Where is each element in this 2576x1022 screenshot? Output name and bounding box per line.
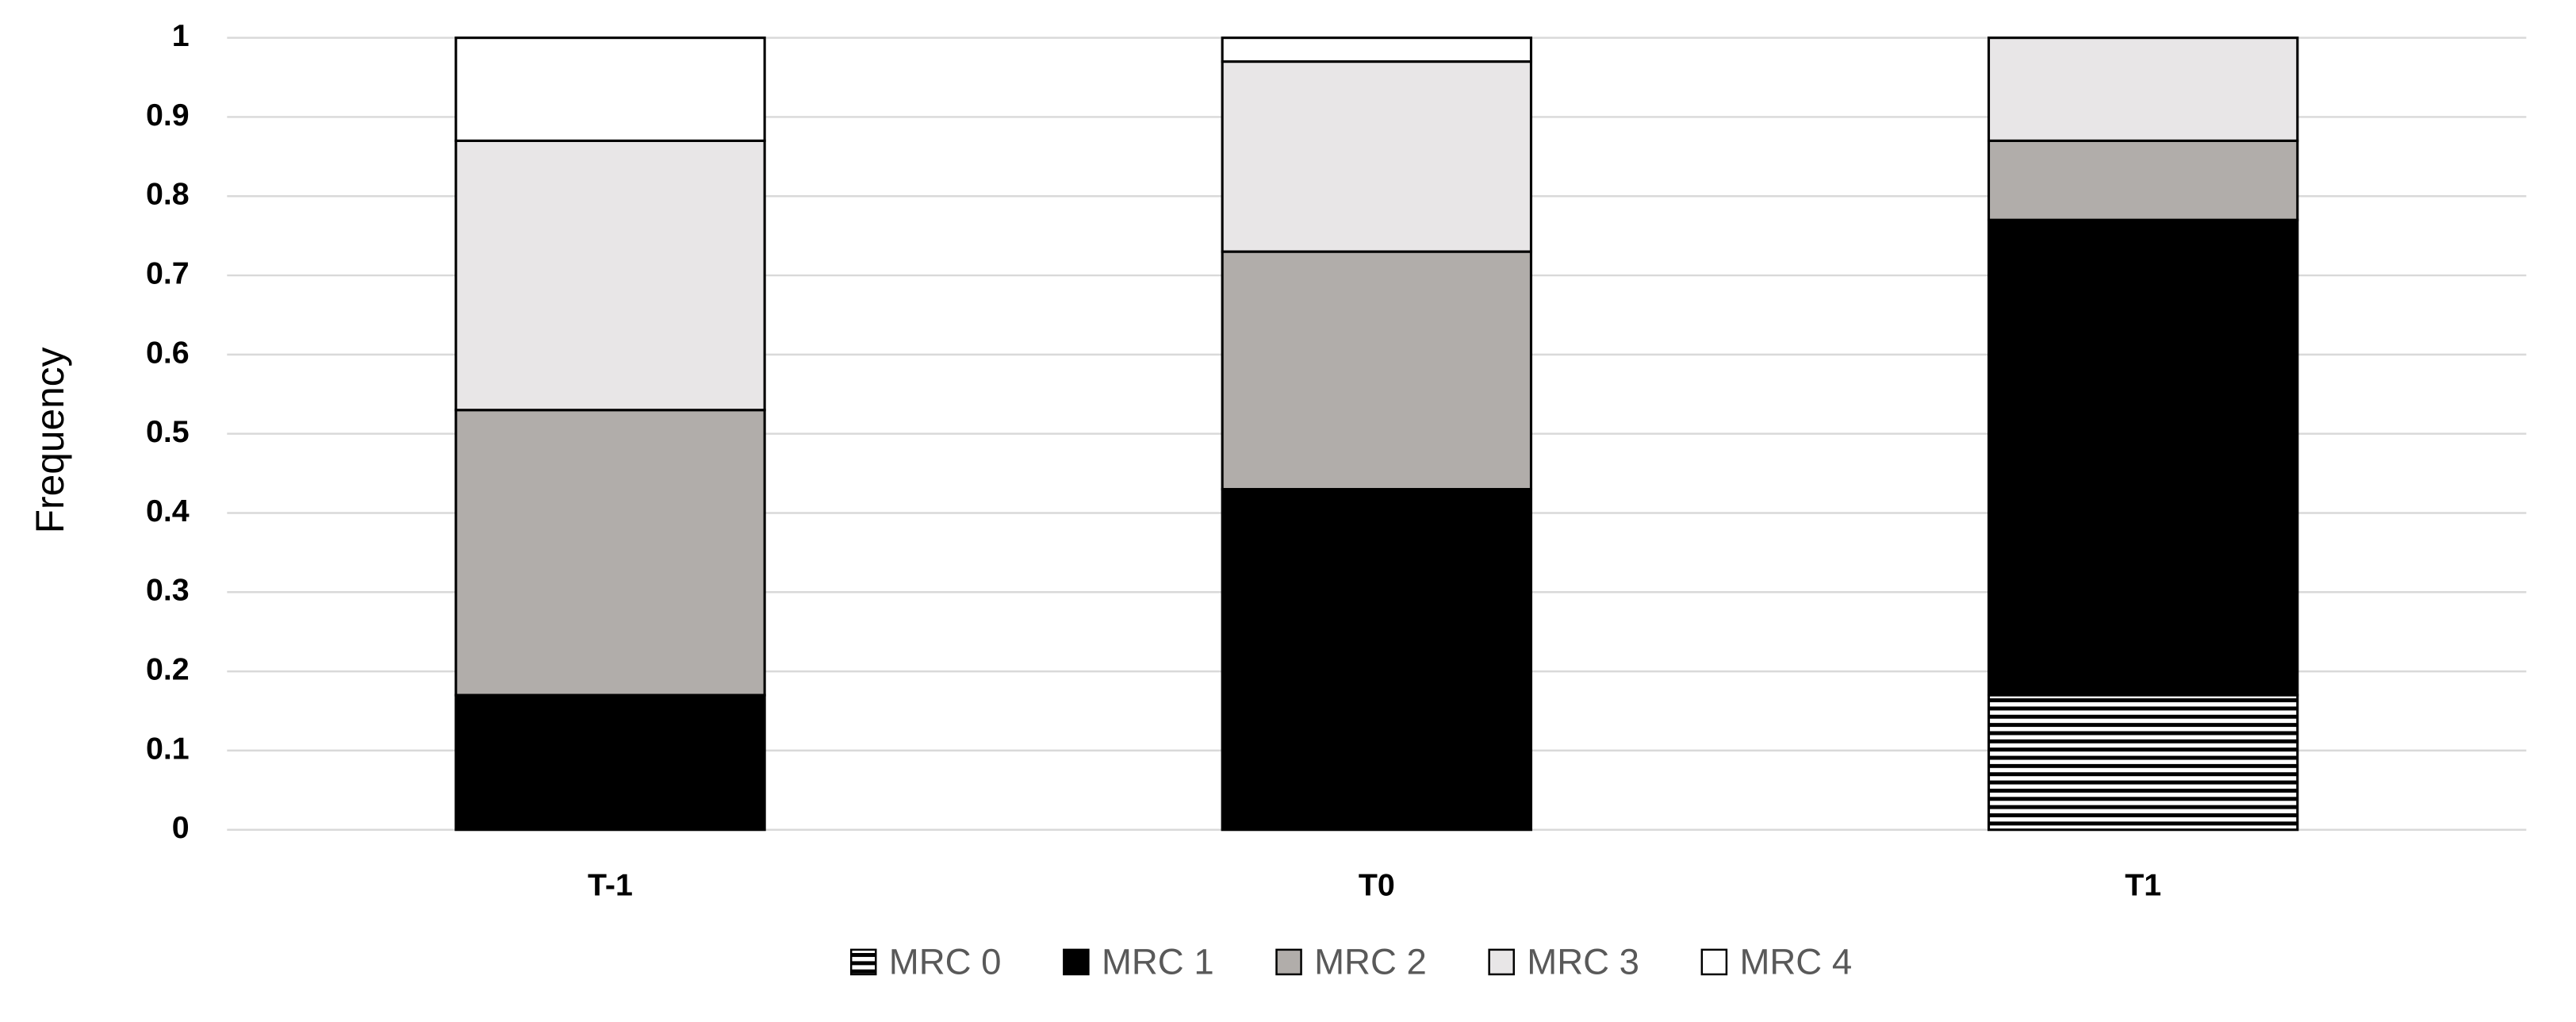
y-tick-label: 0.6 [146,335,190,370]
y-tick-label: 1 [172,18,190,53]
x-tick-label: T1 [2125,868,2161,903]
y-tick-label: 0.3 [146,573,190,608]
bar-segment [1221,60,1533,253]
legend-swatch [1488,948,1515,976]
legend-label: MRC 1 [1102,942,1214,982]
y-tick-label: 0.5 [146,414,190,449]
bar-segment [454,694,766,832]
legend-swatch [1275,948,1302,976]
legend-swatch [1700,948,1728,976]
bar-segment [1987,139,2299,221]
y-tick-label: 0.1 [146,731,190,766]
y-tick-label: 0.8 [146,177,190,212]
legend-label: MRC 4 [1739,942,1852,982]
y-axis-title: Frequency [28,347,72,533]
legend-label: MRC 2 [1314,942,1427,982]
legend-label: MRC 0 [889,942,1002,982]
y-tick-label: 0 [172,810,190,845]
y-tick-label: 0.9 [146,98,190,133]
legend-swatch [849,948,877,976]
y-tick-label: 0.4 [146,494,190,528]
bar-segment [454,409,766,697]
legend-label: MRC 3 [1527,942,1639,982]
bar-segment [1221,487,1533,832]
bar-segment [1987,36,2299,142]
bar-segment [454,139,766,412]
x-tick-label: T-1 [588,868,633,903]
bar-segment [1987,694,2299,832]
bar-segment [1221,250,1533,491]
bar-segment [1221,36,1533,63]
bar-segment [454,36,766,142]
y-tick-label: 0.2 [146,651,190,686]
y-tick-label: 0.7 [146,256,190,290]
legend-swatch [1063,948,1090,976]
bar-segment [1987,218,2299,697]
x-tick-label: T0 [1359,868,1395,903]
